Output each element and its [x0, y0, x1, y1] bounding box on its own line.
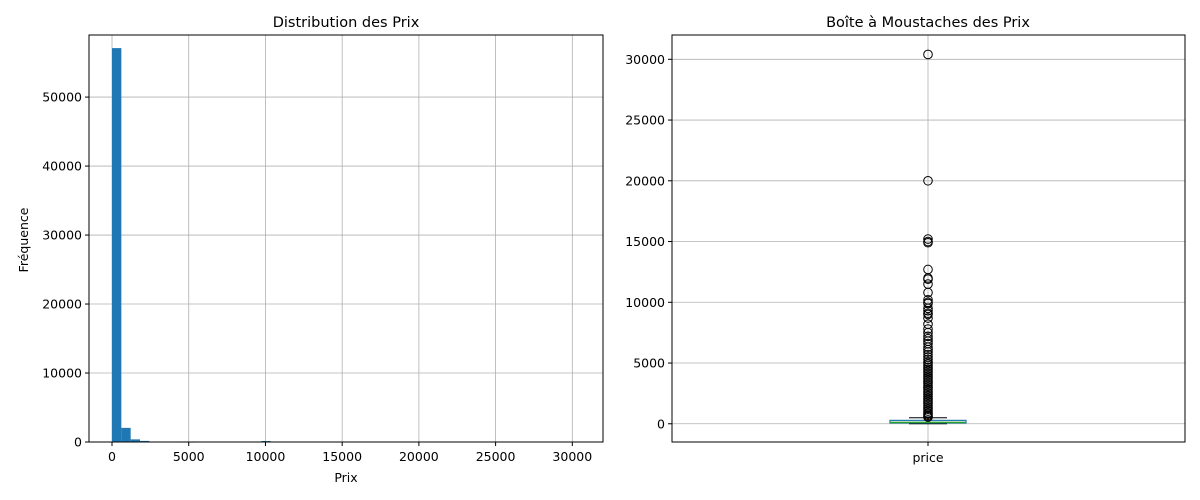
histogram-x-tick-label: 0 — [108, 449, 116, 464]
histogram-gridlines — [89, 35, 603, 443]
boxplot-panel: 0 5000 10000 15000 20000 25000 30000 price Boî… — [625, 15, 1186, 465]
boxplot-outlier-point — [923, 237, 933, 248]
boxplot-outlier-point — [923, 234, 933, 244]
histogram-y-ticks: 0 10000 20000 30000 40000 50000 — [42, 90, 89, 450]
histogram-x-tick-label: 10000 — [246, 449, 286, 464]
histogram-axes-frame — [88, 34, 604, 443]
boxplot-y-tick-label: 10000 — [625, 295, 665, 310]
boxplot-outlier-point — [923, 303, 933, 314]
boxplot-y-tick-label: 30000 — [625, 52, 665, 67]
boxplot-category-label: price — [912, 450, 943, 465]
histogram-panel: 0 5000 10000 15000 20000 25000 30000 0 10000 200… — [16, 15, 604, 485]
histogram-x-tick-label: 30000 — [552, 449, 592, 464]
boxplot-outlier-point — [923, 347, 933, 357]
histogram-y-tick-label: 40000 — [42, 159, 82, 174]
histogram-bar — [112, 48, 122, 442]
histogram-y-tick-label: 50000 — [42, 90, 82, 105]
boxplot-y-tick-label: 20000 — [625, 173, 665, 188]
boxplot-outlier-point — [923, 313, 933, 323]
histogram-x-tick-label: 25000 — [476, 449, 516, 464]
boxplot-y-tick-label: 5000 — [633, 356, 665, 371]
boxplot-outliers — [923, 49, 933, 422]
boxplot-outlier-point — [923, 309, 933, 320]
histogram-x-tick-label: 15000 — [322, 449, 362, 464]
histogram-y-tick-label: 0 — [74, 435, 82, 450]
boxplot-y-ticks: 0 5000 10000 15000 20000 25000 30000 — [625, 52, 672, 431]
boxplot-y-tick-label: 0 — [657, 416, 665, 431]
boxplot-box-group — [889, 417, 967, 425]
histogram-y-tick-label: 20000 — [42, 297, 82, 312]
boxplot-outlier-point — [923, 349, 933, 360]
boxplot-outlier-point — [923, 49, 933, 60]
boxplot-outlier-point — [923, 354, 933, 365]
boxplot-y-tick-label: 25000 — [625, 113, 665, 128]
boxplot-outlier-point — [923, 324, 933, 334]
histogram-bar — [140, 440, 150, 442]
histogram-bar — [121, 427, 131, 442]
boxplot-outlier-point — [923, 274, 933, 285]
histogram-x-tick-label: 5000 — [173, 449, 205, 464]
boxplot-outlier-point — [923, 287, 933, 298]
histogram-title: Distribution des Prix — [273, 15, 420, 31]
boxplot-title: Boîte à Moustaches des Prix — [826, 15, 1030, 31]
histogram-x-axis-label: Prix — [334, 470, 357, 485]
boxplot-outlier-point — [923, 298, 933, 309]
boxplot-outlier-point — [923, 344, 933, 355]
boxplot-y-tick-label: 15000 — [625, 234, 665, 249]
boxplot-outlier-point — [923, 342, 933, 353]
boxplot-outlier-point — [923, 412, 933, 422]
histogram-y-axis-label: Fréquence — [16, 207, 31, 272]
boxplot-outlier-point — [923, 305, 933, 316]
histogram-x-tick-label: 20000 — [399, 449, 439, 464]
histogram-bar — [130, 439, 141, 442]
histogram-x-ticks: 0 5000 10000 15000 20000 25000 30000 — [108, 442, 592, 464]
boxplot-outlier-point — [923, 175, 933, 186]
histogram-y-tick-label: 30000 — [42, 228, 82, 243]
histogram-y-tick-label: 10000 — [42, 366, 82, 381]
boxplot-outlier-point — [923, 331, 933, 342]
